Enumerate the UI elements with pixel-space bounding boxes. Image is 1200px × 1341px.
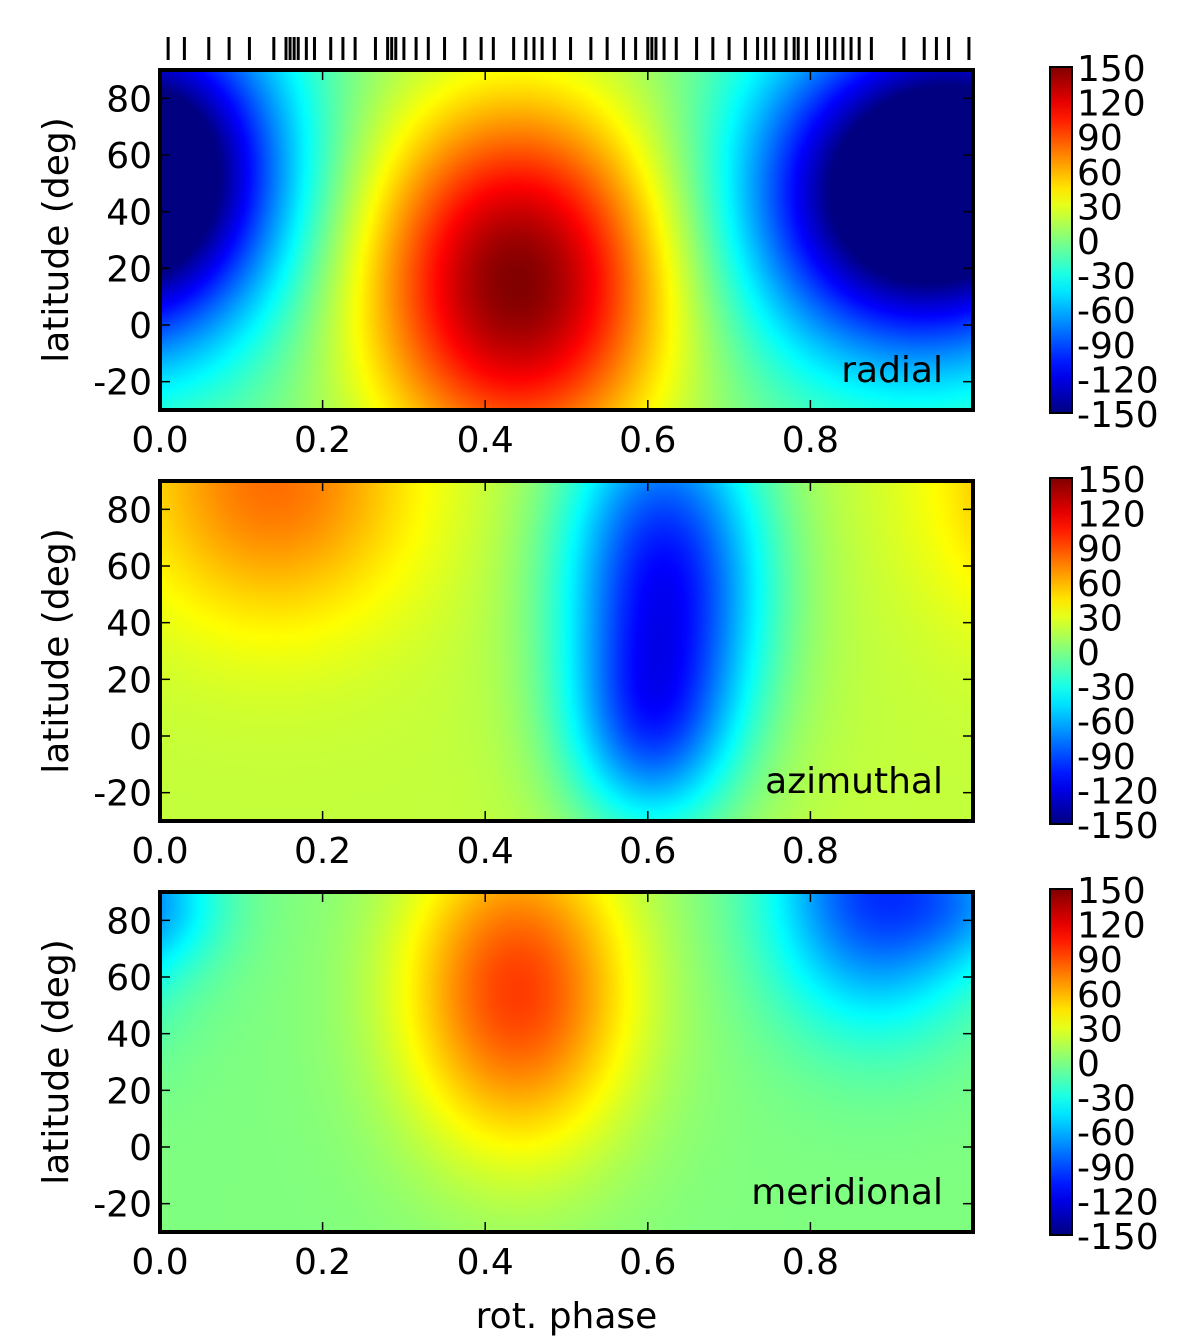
colorbar-tick-label: -90 (1077, 326, 1136, 367)
colorbar-tick-label: -60 (1077, 1113, 1136, 1154)
y-tick-label: -20 (93, 1185, 152, 1226)
x-tick-label: 0.0 (131, 420, 188, 461)
panel-label: meridional (751, 1172, 943, 1213)
colorbar-tick-label: -150 (1077, 395, 1159, 436)
y-tick-label: 20 (106, 249, 152, 290)
x-tick-label: 0.4 (457, 831, 514, 872)
panel-label: radial (841, 350, 943, 391)
panel-meridional: 0.0 0.2 0.4 0.6 0.8 -20 0 20 40 60 80 meridional lat… (36, 871, 1159, 1337)
colorbar-tick-label: 150 (1077, 871, 1146, 912)
x-tick-label: 0.6 (619, 1242, 676, 1283)
panel-label: azimuthal (765, 761, 943, 802)
x-tick-label: 0.6 (619, 420, 676, 461)
colorbar-tick-label: -120 (1077, 771, 1159, 812)
heatmap-radial (160, 70, 973, 410)
colorbar-tick-label: 60 (1077, 975, 1123, 1016)
colorbar-tick-label: 120 (1077, 84, 1146, 125)
y-tick-label: 0 (129, 717, 152, 758)
x-tick-label: 0.0 (131, 1242, 188, 1283)
x-tick-label: 0.4 (457, 1242, 514, 1283)
y-axis-label: latitude (deg) (36, 117, 77, 363)
y-tick-label: 20 (106, 1071, 152, 1112)
colorbar-tick-label: -30 (1077, 1079, 1136, 1120)
x-tick-label: 0.2 (294, 831, 351, 872)
colorbar-tick-label: -60 (1077, 702, 1136, 743)
heatmap-azimuthal (160, 481, 973, 821)
colorbar-tick-label: -90 (1077, 1148, 1136, 1189)
colorbar-tick-label: 30 (1077, 598, 1123, 639)
colorbar (1049, 66, 1073, 414)
colorbar-tick-label: 0 (1077, 633, 1100, 674)
colorbar (1049, 888, 1073, 1236)
colorbar-tick-label: 90 (1077, 529, 1123, 570)
colorbar-tick-label: -120 (1077, 1182, 1159, 1223)
colorbar-tick-label: 0 (1077, 1044, 1100, 1085)
y-tick-label: 20 (106, 660, 152, 701)
colorbar-tick-label: 120 (1077, 906, 1146, 947)
y-tick-label: 60 (106, 547, 152, 588)
colorbar-tick-label: -90 (1077, 737, 1136, 778)
y-tick-label: 60 (106, 136, 152, 177)
colorbar-tick-label: -30 (1077, 668, 1136, 709)
y-tick-label: 40 (106, 193, 152, 234)
y-tick-label: 80 (106, 79, 152, 120)
y-axis-label: latitude (deg) (36, 939, 77, 1185)
x-axis-label: rot. phase (476, 1296, 658, 1337)
colorbar-tick-label: 120 (1077, 495, 1146, 536)
colorbar-tick-label: 90 (1077, 940, 1123, 981)
x-tick-label: 0.4 (457, 420, 514, 461)
colorbar-tick-label: 150 (1077, 460, 1146, 501)
colorbar-tick-label: 0 (1077, 222, 1100, 263)
y-tick-label: 60 (106, 958, 152, 999)
colorbar-tick-label: 30 (1077, 1009, 1123, 1050)
colorbar-tick-label: -150 (1077, 806, 1159, 847)
y-tick-label: 40 (106, 604, 152, 645)
y-tick-label: 0 (129, 1128, 152, 1169)
x-tick-label: 0.2 (294, 420, 351, 461)
x-tick-label: 0.6 (619, 831, 676, 872)
colorbar (1049, 477, 1073, 825)
plot-frame (158, 890, 975, 1234)
colorbar-tick-label: -30 (1077, 257, 1136, 298)
x-tick-label: 0.0 (131, 831, 188, 872)
x-tick-label: 0.8 (782, 1242, 839, 1283)
colorbar-tick-label: 150 (1077, 49, 1146, 90)
colorbar-tick-label: 30 (1077, 187, 1123, 228)
plot-frame (158, 68, 975, 412)
x-tick-label: 0.8 (782, 420, 839, 461)
colorbar-tick-label: -150 (1077, 1217, 1159, 1258)
colorbar-tick-label: 60 (1077, 153, 1123, 194)
panel-azimuthal: 0.0 0.2 0.4 0.6 0.8 -20 0 20 40 60 80 azimuthal lati… (36, 460, 1159, 872)
x-tick-label: 0.8 (782, 831, 839, 872)
colorbar-tick-label: 90 (1077, 118, 1123, 159)
panel-radial: 0.0 0.2 0.4 0.6 0.8 -20 0 20 40 60 80 radial latitud… (36, 37, 1159, 461)
y-tick-label: -20 (93, 774, 152, 815)
y-tick-label: 40 (106, 1015, 152, 1056)
y-tick-label: 80 (106, 901, 152, 942)
plot-frame (158, 479, 975, 823)
y-tick-label: 0 (129, 306, 152, 347)
y-tick-label: 80 (106, 490, 152, 531)
y-tick-label: -20 (93, 363, 152, 404)
heatmap-meridional (160, 892, 973, 1232)
y-axis-label: latitude (deg) (36, 528, 77, 774)
colorbar-tick-label: -60 (1077, 291, 1136, 332)
colorbar-tick-label: -120 (1077, 360, 1159, 401)
colorbar-tick-label: 60 (1077, 564, 1123, 605)
x-tick-label: 0.2 (294, 1242, 351, 1283)
